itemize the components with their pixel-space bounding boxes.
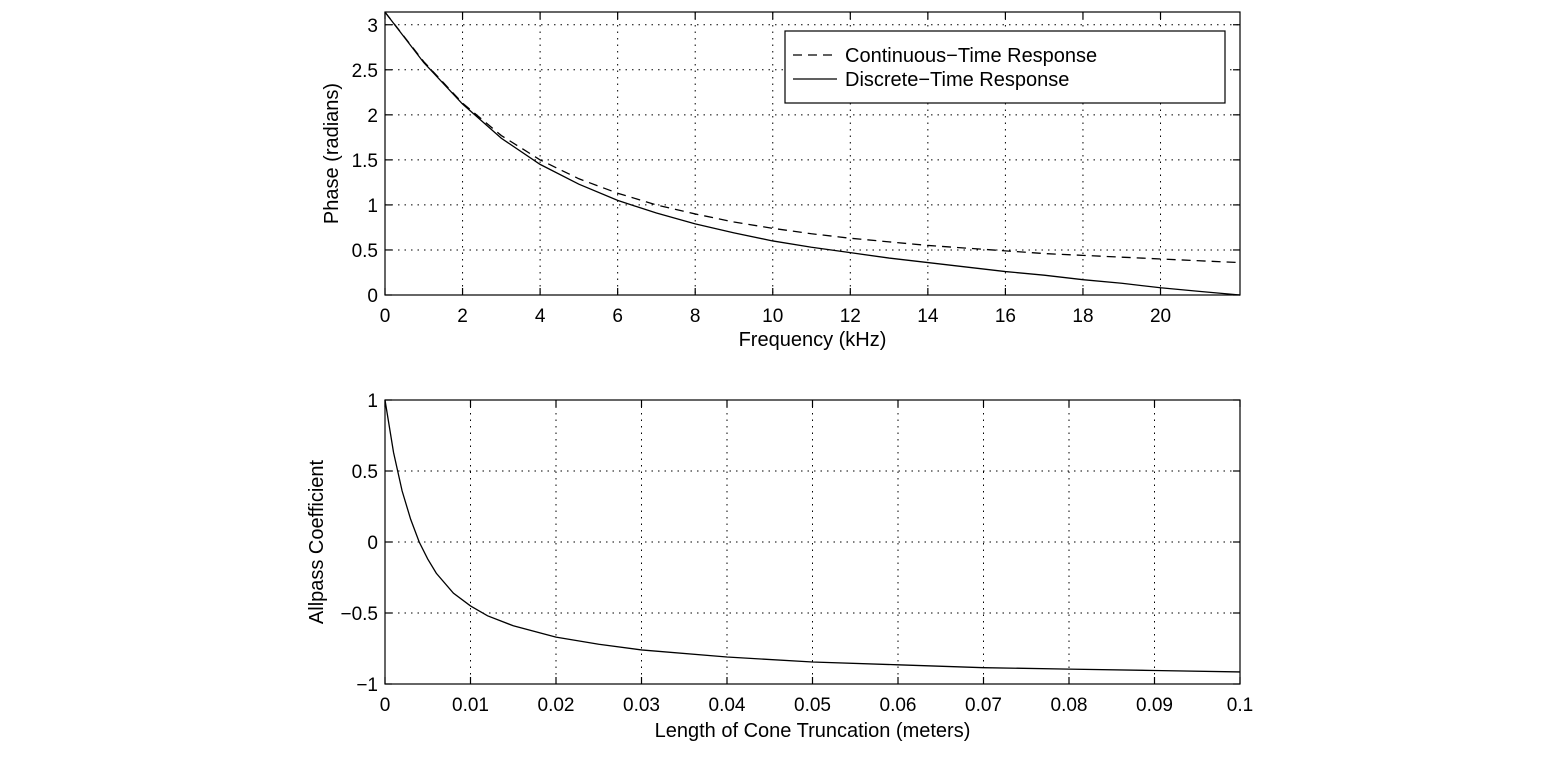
y-tick-label: 1 (367, 391, 378, 412)
x-tick-label: 0.08 (1051, 695, 1088, 716)
y-tick-label: −1 (356, 675, 378, 696)
series-line-1 (384, 11, 1241, 296)
x-tick-label: 0.01 (452, 695, 489, 716)
x-tick-label: 0.09 (1136, 695, 1173, 716)
x-tick-label: 0.02 (538, 695, 575, 716)
series-line-0 (384, 399, 1241, 673)
y-tick-label: −0.5 (340, 604, 378, 625)
chart-phase-response: 0 2 4 6 8 10 12 14 16 18 20 0 0.5 1 1.5 2 2.5 3 Frequency … (321, 11, 1241, 351)
x-tick-label: 2 (457, 306, 468, 327)
y-tick-label: 1 (367, 196, 378, 217)
chart-allpass-coefficient: 0 0.01 0.02 0.03 0.04 0.05 0.06 0.07 0.08 0.09 0.1… (306, 391, 1253, 742)
plot-frame (384, 11, 1241, 296)
x-tick-label: 4 (535, 306, 546, 327)
y-tick-label: 0 (367, 533, 378, 554)
legend-box (784, 30, 1226, 104)
x-tick-label: 0.03 (623, 695, 660, 716)
x-tick-label: 18 (1072, 306, 1093, 327)
x-tick-label: 10 (762, 306, 783, 327)
x-axis-label: Length of Cone Truncation (meters) (655, 720, 971, 742)
x-axis-label: Frequency (kHz) (739, 329, 887, 351)
y-axis-label: Allpass Coefficient (306, 459, 328, 624)
y-tick-label: 0.5 (352, 462, 378, 483)
x-tick-label: 16 (995, 306, 1016, 327)
x-tick-label: 20 (1150, 306, 1171, 327)
series-line-0 (384, 11, 1241, 264)
x-tick-label: 6 (612, 306, 623, 327)
x-tick-label: 0.05 (794, 695, 831, 716)
legend-entry-label: Discrete−Time Response (845, 69, 1069, 91)
y-tick-label: 0 (367, 286, 378, 307)
y-tick-label: 2 (367, 106, 378, 127)
x-tick-label: 0.07 (965, 695, 1002, 716)
x-tick-label: 12 (840, 306, 861, 327)
x-tick-label: 0.06 (880, 695, 917, 716)
y-tick-label: 2.5 (352, 61, 378, 82)
y-axis-label: Phase (radians) (321, 83, 343, 224)
x-tick-label: 8 (690, 306, 701, 327)
legend-entry-label: Continuous−Time Response (845, 45, 1097, 67)
y-tick-label: 3 (367, 16, 378, 37)
x-tick-label: 0 (380, 695, 391, 716)
y-tick-label: 1.5 (352, 151, 378, 172)
x-tick-label: 0 (380, 306, 391, 327)
y-tick-label: 0.5 (352, 241, 378, 262)
x-tick-label: 0.1 (1227, 695, 1253, 716)
x-tick-label: 0.04 (709, 695, 746, 716)
x-tick-label: 14 (917, 306, 939, 327)
